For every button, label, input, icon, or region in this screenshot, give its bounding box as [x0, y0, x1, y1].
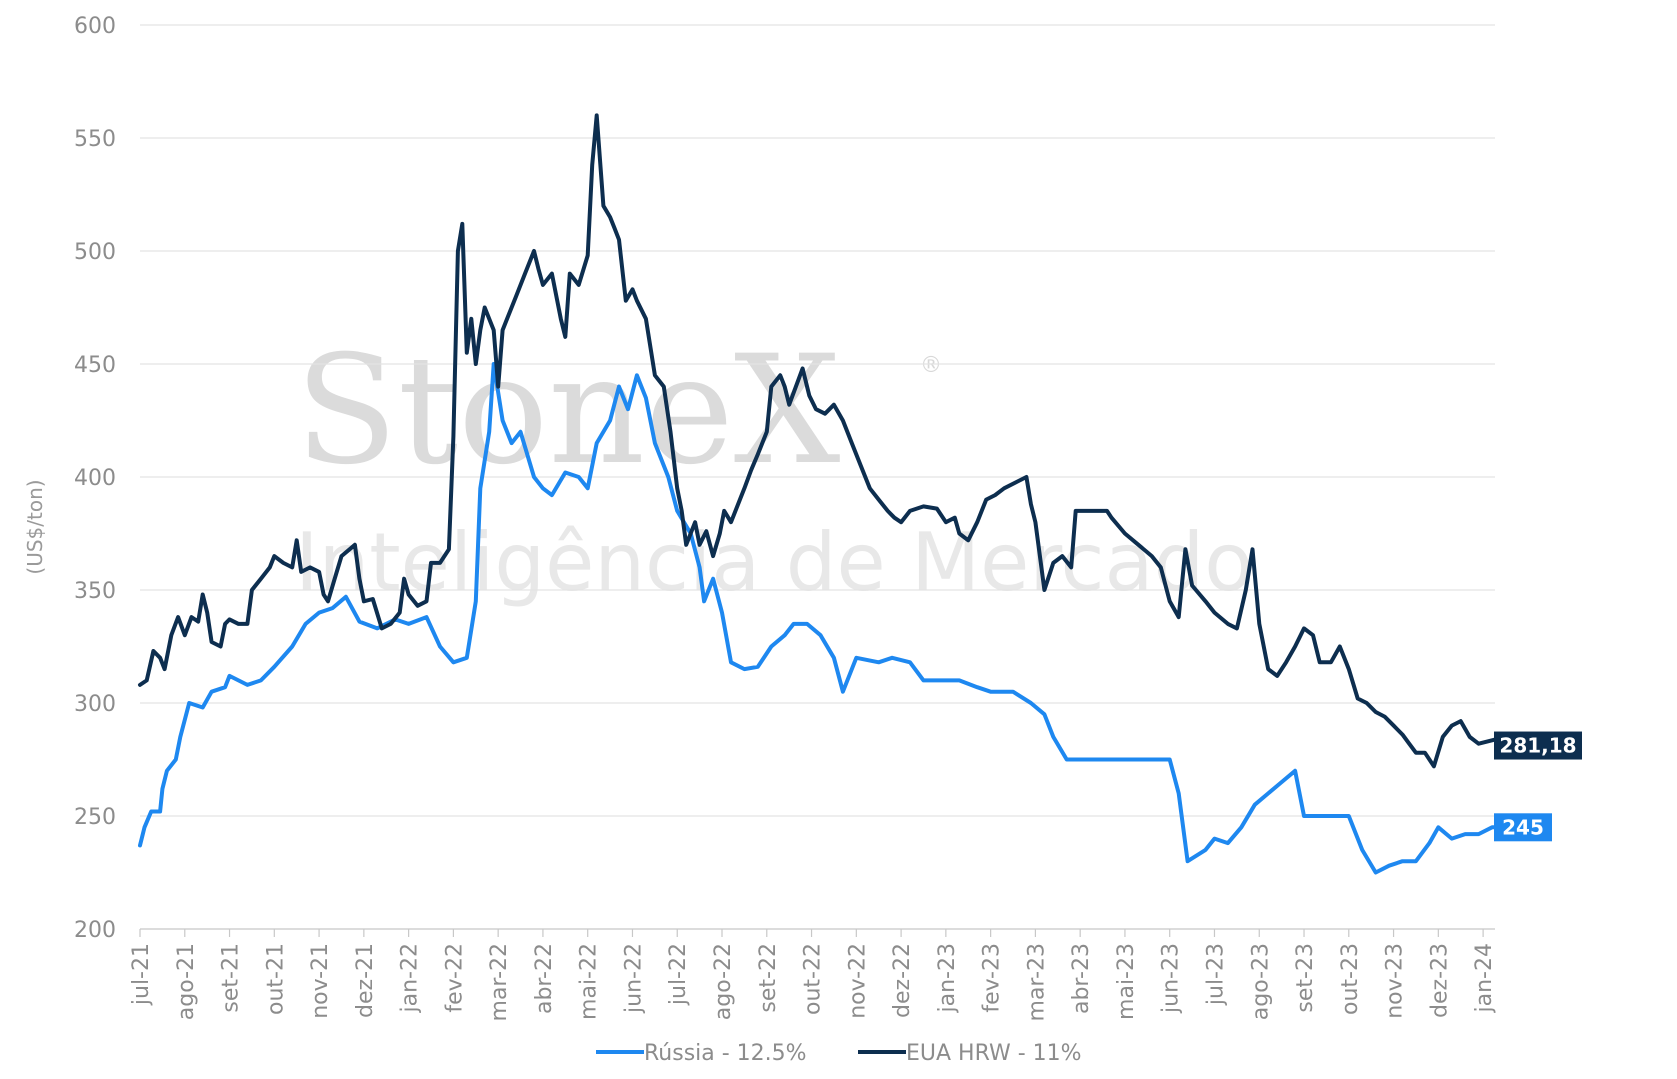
y-tick-label: 400 [74, 466, 116, 491]
x-tick-label: jul-21 [129, 943, 154, 1006]
end-label-box [1494, 731, 1582, 760]
x-tick-label: out-22 [801, 943, 826, 1015]
x-tick-label: jul-22 [666, 943, 691, 1006]
stonex-watermark: StoneX ® Inteligência de Mercado [295, 324, 1253, 609]
x-tick-label: ago-22 [711, 943, 736, 1020]
x-tick-label: fev-22 [442, 943, 467, 1013]
x-tick-label: ago-23 [1248, 943, 1273, 1020]
y-axis-label: (US$/ton) [23, 479, 47, 574]
x-tick-label: jan-23 [935, 943, 960, 1013]
x-tick-label: dez-22 [890, 943, 915, 1018]
x-tick-label: mar-22 [487, 943, 512, 1021]
y-tick-label: 200 [74, 918, 116, 943]
watermark-registered-mark: ® [920, 353, 942, 378]
y-tick-label: 600 [74, 14, 116, 39]
x-tick-label: jan-22 [398, 943, 423, 1013]
end-label: 245 [1502, 815, 1544, 839]
x-tick-label: nov-21 [308, 943, 333, 1019]
end-labels: 245 281,18 [1494, 731, 1582, 842]
watermark-subtitle: Inteligência de Mercado [295, 516, 1253, 609]
x-tick-label: jun-22 [621, 943, 646, 1014]
y-tick-label: 300 [74, 692, 116, 717]
y-axis: 200 250 300 350 400 450 500 550 600 [74, 14, 116, 943]
x-tick-label: set-22 [756, 943, 781, 1013]
x-tick-label: jan-24 [1472, 943, 1497, 1013]
x-tick-label: dez-23 [1427, 943, 1452, 1018]
x-tick-label: mar-23 [1024, 943, 1049, 1021]
x-tick-label: mai-23 [1114, 943, 1139, 1020]
gridlines [140, 24, 1495, 817]
legend: Rússia - 12.5% EUA HRW - 11% [596, 1041, 1082, 1066]
x-tick-label: out-23 [1338, 943, 1363, 1015]
series-lines [138, 113, 1503, 875]
x-tick-label: abr-23 [1069, 943, 1094, 1014]
series-line-1 [138, 113, 1503, 769]
legend-label: EUA HRW - 11% [906, 1041, 1082, 1066]
x-axis: jul-21 ago-21 set-21 out-21 nov-21 dez-21 jan-… [129, 928, 1497, 1021]
y-tick-label: 550 [74, 127, 116, 152]
series-line-0 [138, 362, 1503, 875]
x-tick-label: ago-21 [174, 943, 199, 1020]
x-tick-label: set-23 [1293, 943, 1318, 1013]
x-tick-label: fev-23 [980, 943, 1005, 1013]
x-tick-label: nov-23 [1383, 943, 1408, 1019]
y-tick-label: 350 [74, 579, 116, 604]
end-label-box [1494, 813, 1552, 842]
x-tick-label: out-21 [263, 943, 288, 1015]
x-tick-label: dez-21 [353, 943, 378, 1018]
end-label: 281,18 [1499, 734, 1576, 758]
x-tick-label: set-21 [219, 943, 244, 1013]
x-tick-label: jun-23 [1159, 943, 1184, 1014]
x-tick-label: abr-22 [532, 943, 557, 1014]
y-tick-label: 250 [74, 805, 116, 830]
legend-label: Rússia - 12.5% [644, 1041, 807, 1066]
y-tick-label: 450 [74, 353, 116, 378]
x-tick-label: nov-22 [845, 943, 870, 1019]
y-tick-label: 500 [74, 240, 116, 265]
x-tick-label: jul-23 [1203, 943, 1228, 1006]
x-tick-label: mai-22 [577, 943, 602, 1020]
